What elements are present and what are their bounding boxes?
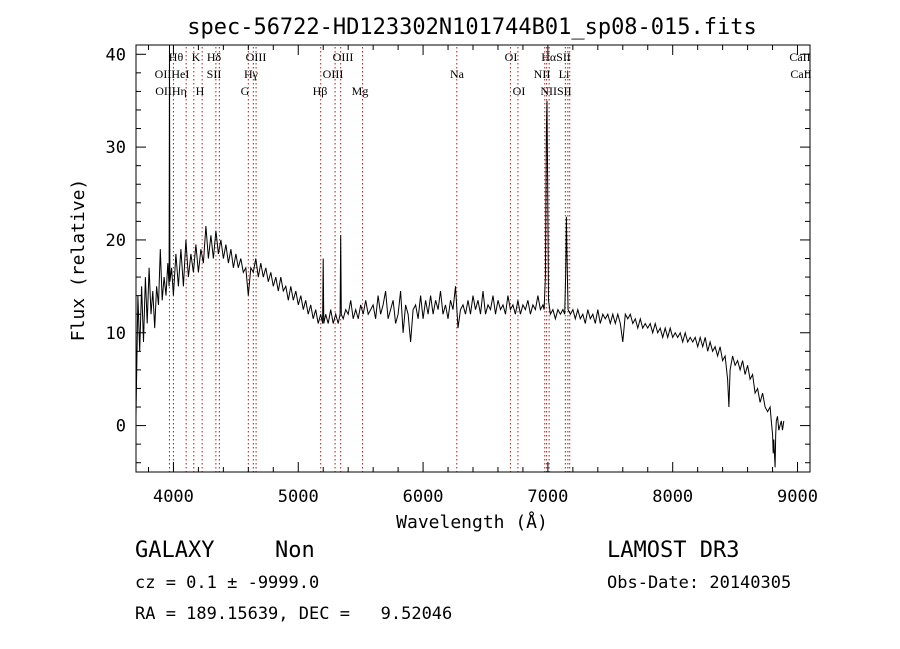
spectral-line-labels: Hθ K Hδ OIII OIII OI HαSII CaII OIIHeI SII Hγ OIII N… [155,50,812,98]
spectral-line-label: NII [534,67,551,81]
x-tick-label: 9000 [777,487,818,507]
spectral-line-label: Mg [352,84,369,98]
spectral-line-label: OIII [246,50,267,64]
spectral-line-label: K [192,50,201,64]
spectral-line-label: NIISII [540,84,571,98]
object-subclass: Non [275,538,315,563]
survey-name: LAMOST DR3 [607,538,740,563]
x-axis-label: Wavelength (Å) [396,511,548,533]
spectral-line-label: G [241,84,250,98]
spectral-line-label: CaII [790,67,811,81]
spectral-line-label: SII [207,67,222,81]
y-tick-label: 0 [116,417,126,437]
x-tick-label: 8000 [652,487,693,507]
spectral-line-label: OI [505,50,518,64]
spectral-line-label: H [196,84,205,98]
x-tick-label: 6000 [403,487,444,507]
redshift-line: cz = 0.1 ± -9999.0 [135,573,320,593]
spectral-line-label: Hδ [207,50,222,64]
y-axis-label: Flux (relative) [68,179,89,342]
y-tick-label: 10 [106,324,126,344]
spectral-line-label: Na [450,67,465,81]
x-tick-label: 7000 [527,487,568,507]
observation-date: Obs-Date: 20140305 [607,573,792,593]
spectral-line-label: OIIHη [155,84,187,98]
y-tick-label: 30 [106,138,126,158]
spectral-line-label: Hθ [169,50,184,64]
spectral-line-label: Hγ [244,67,259,81]
spectral-line-label: OIII [333,50,354,64]
ra-dec-line: RA = 189.15639, DEC = 9.52046 [135,604,453,624]
spectral-line-label: Li [559,67,570,81]
spectrum-line [135,44,785,468]
y-tick-label: 20 [106,231,126,251]
spectral-line-label: OIII [323,67,344,81]
spectral-line-label: CaII [789,50,810,64]
spectral-line-label: HαSII [541,50,571,64]
tick-labels: 4000 5000 6000 7000 8000 9000 0 10 20 30 40 [106,45,818,507]
y-tick-label: 40 [106,45,126,65]
object-class: GALAXY [135,538,215,563]
chart-title: spec-56722-HD123302N101744B01_sp08-015.f… [187,15,757,40]
spectral-line-label: OI [513,84,526,98]
x-tick-label: 4000 [153,487,194,507]
x-tick-label: 5000 [278,487,319,507]
spectral-line-label: Hβ [313,84,328,98]
spectral-line-label: OIIHeI [155,67,190,81]
